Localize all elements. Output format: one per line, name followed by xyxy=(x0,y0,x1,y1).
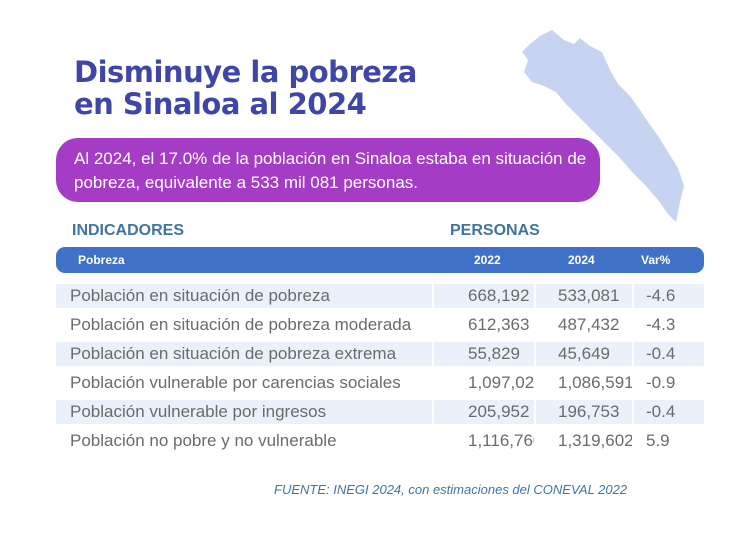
row-2022: 612,363 xyxy=(468,315,530,334)
indicadores-label: INDICADORES xyxy=(72,222,185,239)
table-row: Población en situación de pobreza 668,19… xyxy=(56,284,704,308)
row-name: Población en situación de pobreza extrem… xyxy=(56,342,432,366)
row-name: Población no pobre y no vulnerable xyxy=(70,431,337,450)
header-2024: 2024 xyxy=(568,253,595,267)
header-var: Var% xyxy=(641,253,671,267)
row-var: -4.3 xyxy=(646,315,676,334)
table-row: Población no pobre y no vulnerable 1,116… xyxy=(56,429,704,453)
row-name: Población en situación de pobreza xyxy=(56,284,432,308)
row-2022: 55,829 xyxy=(434,342,534,366)
sinaloa-map-icon xyxy=(522,30,684,222)
row-2024: 533,081 xyxy=(536,284,632,308)
header-name: Pobreza xyxy=(78,253,125,267)
row-2022: 205,952 xyxy=(434,400,534,424)
row-2024: 1,319,602 xyxy=(558,431,632,450)
title-line-1: Disminuye la pobreza xyxy=(74,55,417,89)
row-var: -0.9 xyxy=(646,373,676,392)
row-name: Población vulnerable por carencias socia… xyxy=(70,373,401,392)
row-2022: 668,192 xyxy=(434,284,534,308)
row-2022: 1,116,760 xyxy=(468,431,534,450)
source-note: FUENTE: INEGI 2024, con estimaciones del… xyxy=(274,482,628,497)
summary-callout: Al 2024, el 17.0% de la población en Sin… xyxy=(56,138,600,202)
row-2024: 1,086,591 xyxy=(558,373,632,392)
personas-label: PERSONAS xyxy=(450,222,540,239)
row-name: Población vulnerable por ingresos xyxy=(56,400,432,424)
row-2022: 1,097,029 xyxy=(468,373,534,392)
row-var: -0.4 xyxy=(634,342,704,366)
row-var: -4.6 xyxy=(634,284,704,308)
row-2024: 196,753 xyxy=(536,400,632,424)
table-row: Población vulnerable por ingresos 205,95… xyxy=(56,400,704,424)
page-title: Disminuye la pobreza en Sinaloa al 2024 xyxy=(74,56,417,120)
row-var: -0.4 xyxy=(634,400,704,424)
table-row: Población en situación de pobreza modera… xyxy=(56,313,704,337)
header-2022: 2022 xyxy=(474,253,501,267)
row-2024: 45,649 xyxy=(536,342,632,366)
row-name: Población en situación de pobreza modera… xyxy=(70,315,412,334)
table-body: Población en situación de pobreza 668,19… xyxy=(56,284,704,458)
row-var: 5.9 xyxy=(646,431,670,450)
table-header: Pobreza 2022 2024 Var% xyxy=(56,247,704,273)
table-row: Población vulnerable por carencias socia… xyxy=(56,371,704,395)
row-2024: 487,432 xyxy=(558,315,620,334)
table-row: Población en situación de pobreza extrem… xyxy=(56,342,704,366)
title-line-2: en Sinaloa al 2024 xyxy=(74,87,367,121)
